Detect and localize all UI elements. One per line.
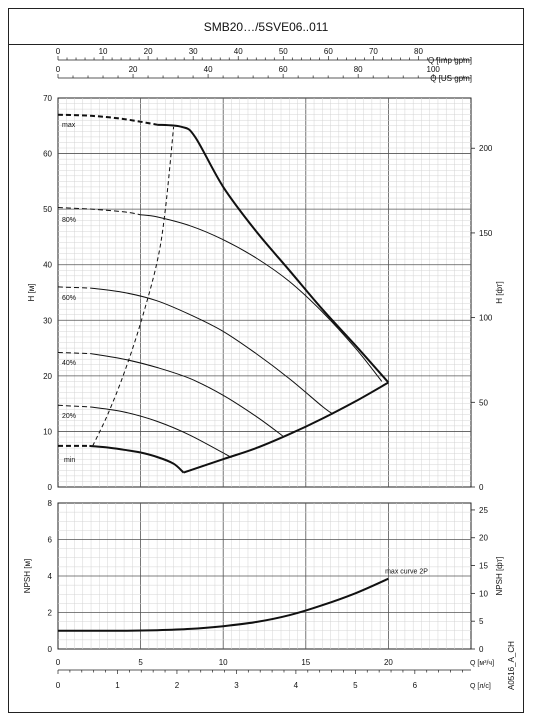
head-ytick-m-label: 70	[43, 94, 52, 103]
xtick-ls-label: 5	[353, 681, 358, 690]
npsh-curve	[57, 577, 389, 632]
xtick-m3h-label: 15	[301, 658, 310, 667]
xtick-m3h-label: 10	[219, 658, 228, 667]
chart-title: SMB20…/5SVE06..011	[203, 19, 329, 34]
top-axis-tick-label: 30	[189, 47, 198, 56]
xtick-ls-label: 6	[413, 681, 418, 690]
head-ytick-m-label: 60	[43, 150, 52, 159]
top-axis-tick-label: 60	[279, 65, 288, 74]
head-ylabel-left: H [м]	[27, 284, 36, 302]
npsh-ytick-m-label: 0	[48, 645, 53, 654]
top-axis-tick-label: 50	[279, 47, 288, 56]
npsh-ytick-ft-label: 20	[479, 534, 488, 543]
top-axis-tick-label: 100	[427, 65, 441, 74]
xtick-m3h-label: 0	[56, 658, 61, 667]
head-ytick-m-label: 0	[48, 483, 53, 492]
top-axis-tick-label: 40	[204, 65, 213, 74]
curve-40--dashed	[57, 352, 92, 355]
head-ytick-ft-label: 100	[479, 314, 493, 323]
top-axis-tick-label: 0	[56, 65, 61, 74]
curve-40-	[90, 353, 284, 437]
npsh-ytick-m-label: 4	[48, 572, 53, 581]
npsh-ytick-ft-label: 0	[479, 645, 484, 654]
curve-label-max: max	[62, 122, 76, 129]
curve-80-	[140, 214, 383, 382]
curve-label-20pct: 20%	[62, 413, 76, 420]
top-axis-tick-label: 10	[99, 47, 108, 56]
npsh-curve-annotation: max curve 2P	[385, 568, 428, 575]
npsh-ytick-ft-label: 10	[479, 589, 488, 598]
curve-min	[89, 444, 185, 474]
curve-60-	[90, 287, 333, 415]
npsh-ytick-m-label: 2	[48, 609, 53, 618]
npsh-ytick-m-label: 8	[48, 499, 53, 508]
top-axis-tick-label: 0	[56, 47, 61, 56]
head-ytick-ft-label: 0	[479, 483, 484, 492]
xtick-ls-label: 4	[294, 681, 299, 690]
xtick-m3h-label: 20	[384, 658, 393, 667]
top-axis-tick-label: 20	[129, 65, 138, 74]
curve-20-	[90, 406, 232, 458]
xlabel-ls: Q [л/с]	[470, 683, 491, 690]
npsh-ytick-ft-label: 25	[479, 506, 488, 515]
npsh-ytick-ft-label: 5	[479, 617, 484, 626]
curve-max	[157, 123, 390, 384]
figure-frame: SMB20…/5SVE06..011	[8, 8, 524, 713]
npsh-ylabel-left: NPSH [м]	[23, 559, 32, 593]
head-ytick-m-label: 20	[43, 372, 52, 381]
top-axis-title: Q [Imp gpm]	[428, 56, 472, 65]
curve-label-min: min	[64, 457, 75, 464]
head-ytick-m-label: 30	[43, 316, 52, 325]
xlabel-m3h: Q [м³/ч]	[470, 660, 494, 667]
xtick-ls-label: 1	[115, 681, 120, 690]
xtick-ls-label: 2	[175, 681, 180, 690]
xtick-m3h-label: 5	[138, 658, 143, 667]
curve-label-60pct: 60%	[62, 295, 76, 302]
curve-min-flow-limit	[92, 126, 175, 447]
head-ytick-m-label: 50	[43, 205, 52, 214]
curve-max-dashed	[57, 113, 158, 126]
curve-label-40pct: 40%	[62, 360, 76, 367]
curve-max-flow-limit	[183, 381, 389, 474]
top-axis-tick-label: 70	[369, 47, 378, 56]
top-axis-tick-label: 80	[414, 47, 423, 56]
head-ylabel-right: H [фт]	[495, 281, 504, 304]
top-axis-tick-label: 20	[144, 47, 153, 56]
top-axis-title: Q [US gpm]	[430, 74, 472, 83]
head-ytick-m-label: 40	[43, 261, 52, 270]
head-ytick-ft-label: 200	[479, 144, 493, 153]
head-ytick-m-label: 10	[43, 427, 52, 436]
npsh-ytick-m-label: 6	[48, 536, 53, 545]
top-axis-tick-label: 80	[354, 65, 363, 74]
npsh-ytick-ft-label: 15	[479, 562, 488, 571]
curve-label-80pct: 80%	[62, 217, 76, 224]
head-ytick-ft-label: 150	[479, 229, 493, 238]
title-bar: SMB20…/5SVE06..011	[9, 9, 523, 45]
curve-80--dashed	[57, 207, 141, 216]
head-ytick-ft-label: 50	[479, 398, 488, 407]
xtick-ls-label: 3	[234, 681, 239, 690]
top-axis-tick-label: 40	[234, 47, 243, 56]
curve-60--dashed	[57, 286, 92, 289]
curve-20--dashed	[57, 404, 92, 408]
top-axis-tick-label: 60	[324, 47, 333, 56]
npsh-ylabel-right: NPSH [фт]	[495, 557, 504, 596]
side-code: A0516_A_CH	[507, 641, 516, 690]
xtick-ls-label: 0	[56, 681, 61, 690]
